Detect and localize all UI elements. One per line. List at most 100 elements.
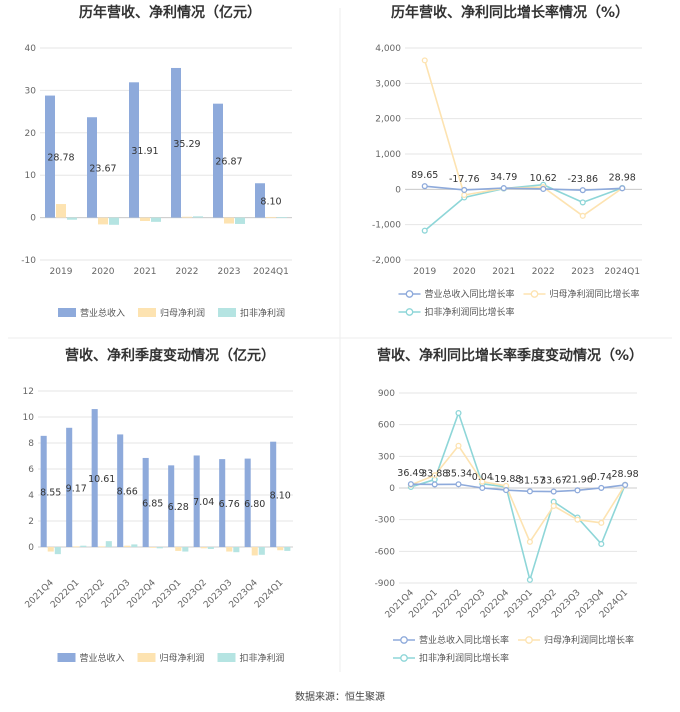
data-label: 6.76	[219, 499, 240, 510]
bar	[277, 547, 284, 551]
bar	[270, 441, 277, 547]
data-label: 35.29	[173, 139, 200, 150]
series-point	[455, 481, 462, 488]
legend-swatch-marker	[405, 308, 414, 316]
bar	[244, 458, 251, 547]
bar	[142, 457, 149, 547]
source-note: 数据来源：恒生聚源	[295, 690, 385, 703]
x-tick-label: 2021	[492, 267, 515, 277]
bar	[251, 547, 258, 556]
data-label: 0.74	[591, 472, 612, 483]
bar	[80, 545, 87, 547]
y-tick-label: -1,000	[372, 221, 401, 231]
y-tick-label: 6	[28, 465, 34, 475]
legend-swatch-marker	[400, 654, 408, 662]
bar	[87, 117, 97, 218]
data-label: 8.66	[117, 487, 138, 498]
legend-swatch	[217, 653, 236, 662]
y-tick-label: 0	[30, 214, 36, 224]
legend-label: 营业总收入	[80, 307, 125, 319]
series-point	[619, 185, 626, 192]
bar	[47, 547, 54, 552]
y-tick-label: 10	[23, 413, 35, 423]
bar	[193, 216, 203, 218]
y-tick-label: 0	[395, 185, 401, 195]
series-point	[407, 481, 414, 488]
bar	[156, 547, 163, 549]
bar	[235, 217, 245, 224]
data-label: -21.96	[562, 474, 593, 485]
series-point	[479, 478, 486, 485]
data-label: 33.88	[421, 468, 448, 479]
bar	[124, 545, 131, 547]
chart-title: 历年营收、净利情况（亿元）	[79, 4, 261, 21]
series-point	[455, 410, 462, 417]
legend-label: 扣非净利润同比增长率	[419, 652, 509, 664]
bar	[45, 95, 55, 218]
series-point	[461, 191, 468, 199]
bar	[175, 547, 182, 551]
data-label: 6.85	[142, 498, 163, 509]
data-label: -17.76	[449, 174, 480, 185]
legend-label: 扣非净利润	[240, 652, 285, 664]
series-point	[579, 212, 586, 219]
series-point	[421, 183, 428, 190]
series-point	[421, 57, 428, 64]
y-tick-label: -900	[375, 579, 396, 589]
legend-swatch	[218, 308, 236, 317]
legend-label: 营业总收入同比增长率	[419, 634, 509, 646]
x-tick-label: 2024Q1	[253, 267, 289, 277]
y-tick-label: 4,000	[375, 44, 401, 54]
legend-swatch-marker	[405, 290, 414, 298]
legend-label: 归母净利润同比增长率	[550, 288, 640, 300]
bar	[233, 547, 240, 553]
data-label: 35.34	[445, 468, 472, 479]
series-point	[526, 488, 533, 495]
legend-swatch-marker	[530, 290, 539, 298]
bar	[91, 409, 98, 547]
bar	[151, 217, 161, 222]
y-tick-label: 3,000	[375, 79, 401, 89]
y-tick-label: 2	[28, 517, 34, 527]
data-label: 89.65	[411, 170, 438, 181]
series-point	[579, 199, 586, 206]
x-tick-label: 2021	[134, 267, 157, 277]
data-label: 10.61	[88, 474, 115, 485]
bar	[54, 547, 61, 555]
data-label: 6.80	[244, 499, 265, 510]
series-line	[424, 183, 623, 232]
bar	[149, 547, 156, 548]
series-line	[410, 483, 626, 493]
legend-swatch	[137, 653, 156, 662]
bar	[255, 183, 265, 218]
y-tick-label: 10	[25, 171, 37, 181]
legend-label: 营业总收入同比增长率	[425, 288, 515, 300]
series-point	[540, 185, 547, 193]
y-tick-label: 1,000	[375, 150, 401, 160]
data-label: -19.88	[491, 474, 522, 485]
bar	[98, 546, 105, 548]
y-tick-label: 300	[378, 452, 395, 462]
series-point	[598, 484, 605, 491]
quarterly-growth-rate-chart: 营收、净利同比增长率季度变动情况（%） -900 -600 -300 0 300 600 90…	[375, 347, 643, 664]
data-label: 31.91	[131, 146, 158, 157]
bar	[98, 217, 108, 225]
bar	[67, 217, 77, 220]
legend-swatch-marker	[525, 636, 533, 644]
bar	[207, 547, 214, 549]
series-point	[579, 187, 586, 194]
data-label: 36.49	[397, 468, 424, 479]
y-tick-label: 40	[25, 44, 37, 54]
y-tick-label: 4	[28, 491, 34, 501]
series-line	[410, 410, 626, 583]
data-label: 33.67	[540, 476, 567, 487]
x-tick-label: 2024Q1	[604, 267, 640, 277]
bar	[131, 544, 138, 547]
series-point	[461, 186, 468, 194]
series-point	[431, 481, 438, 488]
data-label: 8.10	[270, 490, 291, 501]
series-point	[574, 487, 581, 494]
data-label: 28.78	[47, 153, 74, 164]
bar	[284, 547, 291, 551]
x-tick-label: 2019	[50, 267, 73, 277]
